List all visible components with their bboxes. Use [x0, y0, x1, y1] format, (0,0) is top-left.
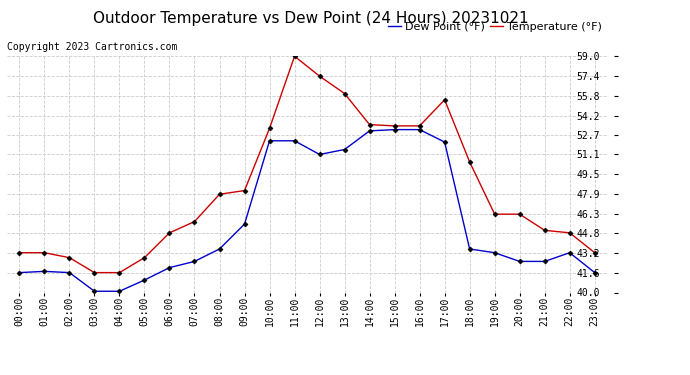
Legend: Dew Point (°F), Temperature (°F): Dew Point (°F), Temperature (°F) [388, 22, 602, 32]
Text: Copyright 2023 Cartronics.com: Copyright 2023 Cartronics.com [7, 42, 177, 51]
Text: Outdoor Temperature vs Dew Point (24 Hours) 20231021: Outdoor Temperature vs Dew Point (24 Hou… [92, 11, 529, 26]
